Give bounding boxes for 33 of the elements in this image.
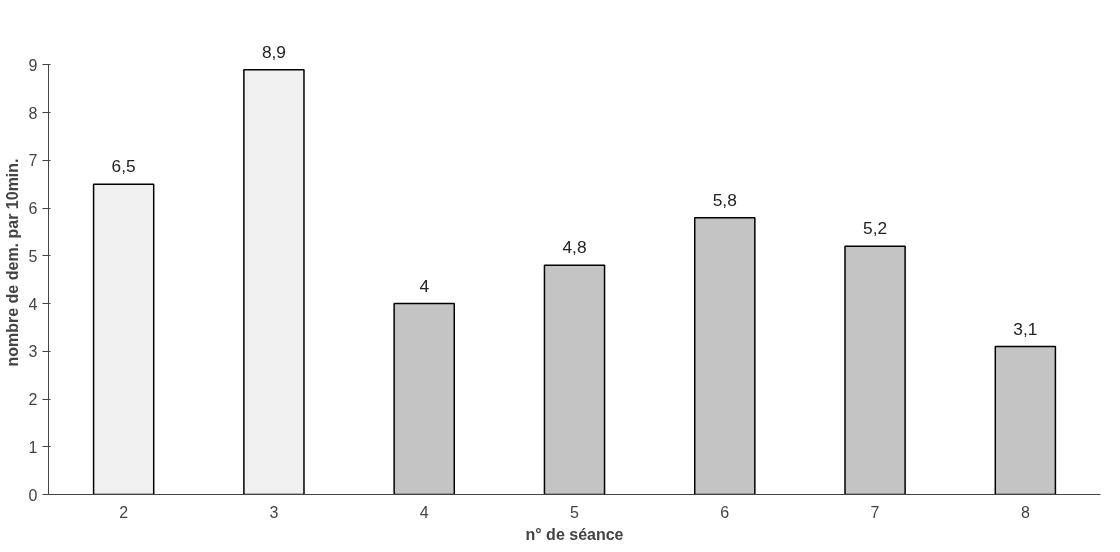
data-label: 8,9	[261, 41, 286, 62]
data-label: 6,5	[111, 156, 136, 177]
bar	[543, 264, 606, 495]
y-tick-label: 7	[28, 152, 38, 170]
x-axis-title: n° de séance	[525, 525, 624, 543]
x-tick-label: 6	[720, 503, 730, 521]
y-tick-label: 9	[28, 56, 38, 74]
y-tick-label: 5	[28, 247, 38, 265]
bar	[844, 245, 906, 495]
y-axis-title: nombre de dem. par 10min.	[3, 158, 21, 367]
x-tick-label: 7	[870, 503, 880, 521]
bar	[92, 183, 155, 495]
bar	[243, 68, 305, 495]
bar	[393, 302, 456, 495]
x-tick-label: 2	[119, 503, 129, 521]
y-tick-label: 3	[28, 343, 38, 361]
y-tick-label: 0	[28, 486, 38, 504]
x-tick-label: 5	[570, 503, 580, 521]
data-label: 4,8	[562, 237, 587, 258]
x-tick-label: 3	[269, 503, 279, 521]
bar	[994, 345, 1057, 495]
data-label: 3,1	[1013, 318, 1038, 339]
y-tick-label: 1	[28, 438, 38, 456]
x-tick-label: 8	[1020, 503, 1030, 521]
y-tick-label: 8	[28, 104, 38, 122]
y-tick-label: 4	[28, 295, 38, 313]
data-label: 5,8	[712, 189, 737, 210]
y-tick-label: 2	[28, 391, 38, 409]
y-tick-label: 6	[28, 200, 38, 218]
data-label: 5,2	[863, 218, 888, 239]
data-label: 4	[419, 275, 430, 296]
bar	[693, 216, 756, 495]
x-tick-label: 4	[419, 503, 429, 521]
